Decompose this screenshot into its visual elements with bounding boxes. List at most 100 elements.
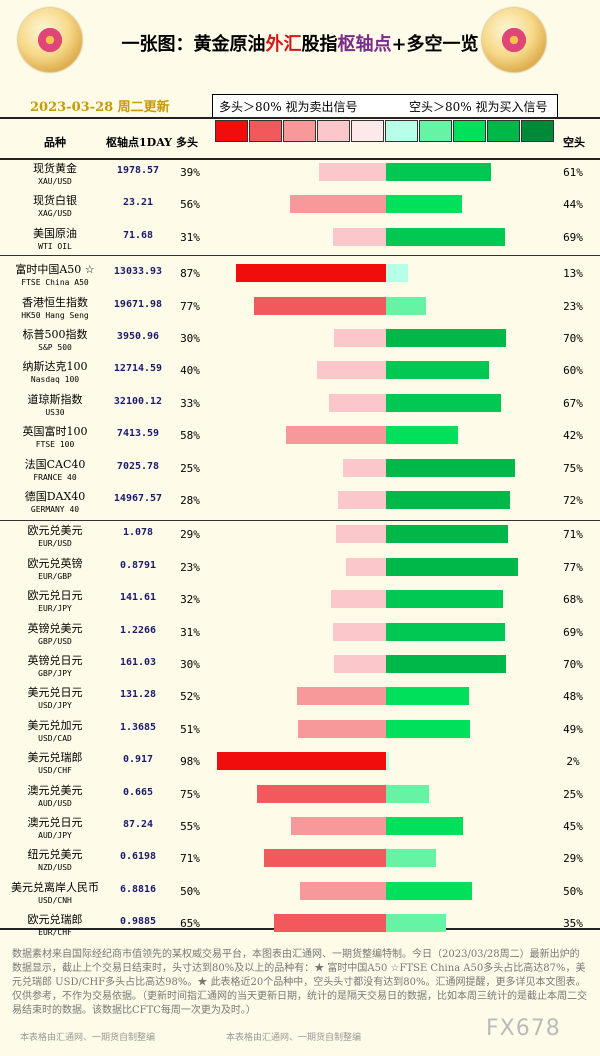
- variety-name: 美元兑加元: [27, 718, 83, 732]
- short-bar: [386, 752, 390, 771]
- pivot-value: 32100.12: [113, 395, 163, 407]
- long-percent: 77%: [180, 299, 200, 313]
- variety-code: HK50 Hang Seng: [21, 310, 89, 320]
- pivot-value: 161.03: [119, 657, 157, 668]
- long-percent: 23%: [180, 560, 200, 574]
- pivot-value: 1.3685: [119, 721, 157, 733]
- long-bar: [286, 426, 386, 445]
- long-bar: [263, 849, 386, 868]
- variety-name: 纽元兑美元: [27, 848, 83, 862]
- short-bar: [386, 264, 409, 283]
- short-percent: 61%: [563, 166, 583, 179]
- long-percent: 33%: [180, 396, 200, 410]
- long-bar: [343, 458, 386, 477]
- short-percent: 48%: [563, 690, 583, 704]
- long-percent: 51%: [180, 722, 200, 736]
- short-percent: 72%: [563, 494, 583, 507]
- long-percent: 40%: [180, 364, 200, 378]
- variety-name: 富时中国A50 ☆: [15, 263, 95, 277]
- short-bar: [386, 163, 491, 181]
- logo-right: [482, 8, 546, 72]
- short-percent: 29%: [563, 852, 583, 866]
- short-percent: 49%: [563, 722, 583, 736]
- credit-middle: 本表格由汇通网、一期货自制整编: [226, 1033, 362, 1043]
- short-bar: [386, 227, 505, 246]
- variety-name: 欧元兑瑞郎: [27, 913, 83, 927]
- scale-swatch: [419, 120, 452, 142]
- col-pivot-header: 枢轴点1DAY: [106, 136, 173, 149]
- short-percent: 68%: [563, 593, 583, 607]
- title-part: 枢轴点: [337, 34, 392, 55]
- short-bar: [386, 590, 503, 609]
- variety-name: 澳元兑美元: [27, 783, 83, 797]
- variety-name: 纳斯达克100: [22, 360, 88, 374]
- short-bar: [386, 426, 459, 445]
- variety-code: US30: [45, 407, 65, 417]
- legend-right: 空头＞80% 视为买入信号: [409, 100, 548, 114]
- variety-name: 现货黄金: [33, 162, 77, 175]
- pivot-value: 131.28: [119, 689, 157, 701]
- long-bar: [291, 817, 386, 835]
- pivot-value: 23.21: [122, 197, 154, 209]
- long-bar: [337, 491, 386, 509]
- variety-name: 英国富时100: [22, 425, 88, 439]
- short-bar: [386, 393, 502, 412]
- long-bar: [253, 296, 386, 315]
- variety-code: AUD/USD: [38, 798, 72, 808]
- long-percent: 31%: [180, 625, 200, 639]
- short-bar: [386, 881, 472, 900]
- long-bar: [298, 719, 386, 738]
- short-bar: [386, 687, 469, 706]
- short-bar: [386, 914, 447, 933]
- long-percent: 39%: [180, 166, 200, 179]
- group-divider: [0, 255, 600, 256]
- scale-swatch: [487, 120, 520, 142]
- short-bar: [386, 557, 519, 576]
- variety-name: 美元兑离岸人民币: [11, 880, 99, 894]
- variety-code: AUD/JPY: [38, 831, 72, 840]
- long-percent: 98%: [180, 755, 200, 769]
- pivot-value: 12714.59: [113, 363, 163, 375]
- logo-left: [18, 8, 82, 72]
- pivot-value: 71.68: [122, 229, 154, 241]
- pivot-value: 7025.78: [116, 460, 160, 472]
- long-bar: [334, 329, 386, 347]
- short-bar: [386, 329, 507, 347]
- short-percent: 67%: [563, 396, 583, 410]
- short-percent: 70%: [563, 332, 583, 345]
- short-bar: [386, 296, 426, 315]
- flower-icon: [500, 26, 528, 54]
- long-percent: 31%: [180, 230, 200, 244]
- long-bar: [289, 195, 386, 214]
- long-percent: 52%: [180, 690, 200, 704]
- scale-swatch: [351, 120, 384, 142]
- title-part: 一张图：黄金原油: [121, 34, 266, 55]
- long-percent: 32%: [180, 593, 200, 607]
- long-percent: 71%: [180, 852, 200, 866]
- short-percent: 71%: [563, 528, 583, 542]
- pivot-value: 14967.57: [113, 493, 163, 504]
- variety-code: EUR/USD: [38, 539, 72, 549]
- title-part: 外汇: [265, 34, 302, 55]
- long-bar: [336, 525, 386, 544]
- pivot-value: 1.078: [122, 527, 154, 539]
- long-bar: [296, 687, 386, 706]
- variety-code: S&P 500: [38, 343, 72, 352]
- pivot-value: 1.2266: [119, 624, 157, 636]
- scale-swatch: [385, 120, 418, 142]
- long-bar: [257, 784, 386, 803]
- variety-code: USD/CHF: [38, 766, 72, 776]
- short-bar: [386, 849, 436, 868]
- legend: 多头＞80% 视为卖出信号 空头＞80% 视为买入信号: [212, 94, 558, 118]
- pivot-value: 141.61: [119, 592, 157, 604]
- variety-name: 欧元兑美元: [27, 524, 83, 538]
- group-divider: [0, 520, 600, 521]
- long-percent: 30%: [180, 658, 200, 671]
- variety-name: 美元兑瑞郎: [27, 751, 83, 765]
- variety-code: USD/JPY: [38, 701, 72, 711]
- long-bar: [329, 393, 386, 412]
- short-percent: 60%: [563, 364, 583, 378]
- table-top-line: [0, 158, 600, 160]
- variety-name: 欧元兑日元: [27, 589, 83, 603]
- pivot-value: 1978.57: [116, 165, 160, 176]
